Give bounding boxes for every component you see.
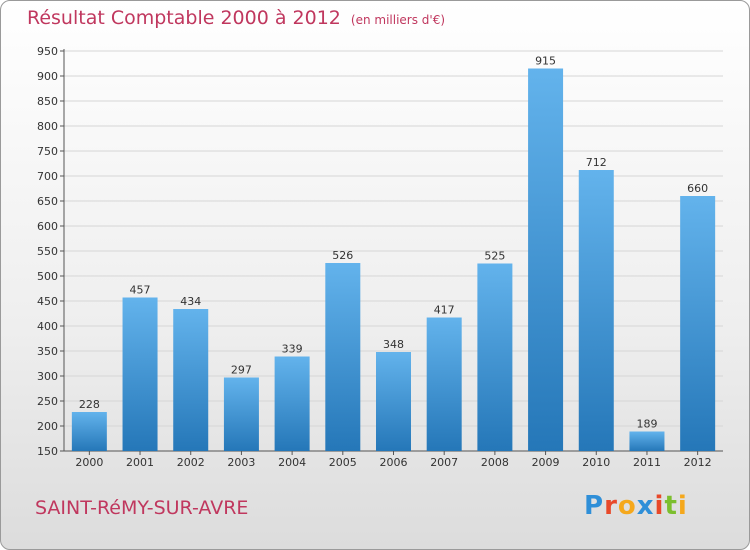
logo-letter: P xyxy=(584,491,605,521)
bar xyxy=(629,431,665,451)
bar xyxy=(71,412,107,451)
x-tick-label: 2004 xyxy=(278,456,306,469)
x-tick-label: 2010 xyxy=(582,456,610,469)
bar xyxy=(477,263,513,451)
bar-value-label: 434 xyxy=(180,295,201,308)
bar xyxy=(325,263,361,451)
y-tick-label: 950 xyxy=(37,45,58,58)
x-tick-label: 2000 xyxy=(75,456,103,469)
bar xyxy=(578,170,614,451)
bar-value-label: 339 xyxy=(282,343,303,356)
labels: 2000 228 2001 457 2002 434 2003 297 2004 339 2005 5… xyxy=(75,55,711,470)
x-tick-label: 2003 xyxy=(227,456,255,469)
x-tick-label: 2005 xyxy=(329,456,357,469)
bar xyxy=(274,356,310,451)
logo-letter: t xyxy=(664,491,678,521)
y-tick-label: 150 xyxy=(37,445,58,458)
y-tick-label: 600 xyxy=(37,220,58,233)
x-tick-label: 2006 xyxy=(380,456,408,469)
bars xyxy=(71,68,716,451)
bar-value-label: 526 xyxy=(332,249,353,262)
bar xyxy=(376,352,411,451)
bar-value-label: 457 xyxy=(130,284,151,297)
chart-title: Résultat Comptable 2000 à 2012 (en millie… xyxy=(27,7,445,29)
axes: 150 200 250 300 350 400 450 500 550 600 650 700 750 8… xyxy=(37,45,723,458)
y-tick-label: 850 xyxy=(37,95,58,108)
bar xyxy=(223,377,259,451)
unit-label: (en milliers d'€) xyxy=(350,13,446,27)
bar-value-label: 348 xyxy=(383,338,404,351)
y-tick-label: 200 xyxy=(37,420,58,433)
y-tick-label: 400 xyxy=(37,320,58,333)
x-tick-label: 2012 xyxy=(684,456,712,469)
y-tick-label: 300 xyxy=(37,370,58,383)
bar-value-label: 189 xyxy=(636,418,657,431)
y-tick-label: 800 xyxy=(37,120,58,133)
logo-letter: r xyxy=(604,491,618,521)
y-tick-label: 550 xyxy=(37,245,58,258)
bar-value-label: 915 xyxy=(535,55,556,68)
bar-value-label: 417 xyxy=(434,304,455,317)
y-tick-label: 700 xyxy=(37,170,58,183)
y-tick-label: 250 xyxy=(37,395,58,408)
bar xyxy=(173,309,209,451)
bar-value-label: 712 xyxy=(586,156,607,169)
logo-letter: o xyxy=(617,491,637,521)
bar-value-label: 660 xyxy=(687,182,708,195)
x-tick-label: 2009 xyxy=(532,456,560,469)
chart-title-text: Résultat Comptable 2000 à 2012 xyxy=(27,7,341,29)
y-tick-label: 350 xyxy=(37,345,58,358)
bar xyxy=(680,196,716,451)
bar-value-label: 297 xyxy=(231,364,252,377)
commune-name: SAINT-RéMY-SUR-AVRE xyxy=(35,497,249,519)
bar xyxy=(426,317,462,451)
x-tick-label: 2011 xyxy=(633,456,661,469)
logo-letter: i xyxy=(654,491,665,521)
x-tick-label: 2007 xyxy=(430,456,458,469)
x-tick-label: 2008 xyxy=(481,456,509,469)
y-tick-label: 650 xyxy=(37,195,58,208)
y-tick-label: 900 xyxy=(37,70,58,83)
bar-value-label: 525 xyxy=(484,250,505,263)
logo-letter: i xyxy=(677,491,688,521)
proxiti-logo: Proxiti xyxy=(584,491,688,521)
y-tick-label: 750 xyxy=(37,145,58,158)
bar xyxy=(528,68,564,451)
logo-letter: x xyxy=(636,491,655,521)
bar-value-label: 228 xyxy=(79,398,100,411)
x-tick-label: 2002 xyxy=(177,456,205,469)
y-tick-label: 500 xyxy=(37,270,58,283)
x-tick-label: 2001 xyxy=(126,456,154,469)
bar xyxy=(122,297,158,451)
y-tick-label: 450 xyxy=(37,295,58,308)
